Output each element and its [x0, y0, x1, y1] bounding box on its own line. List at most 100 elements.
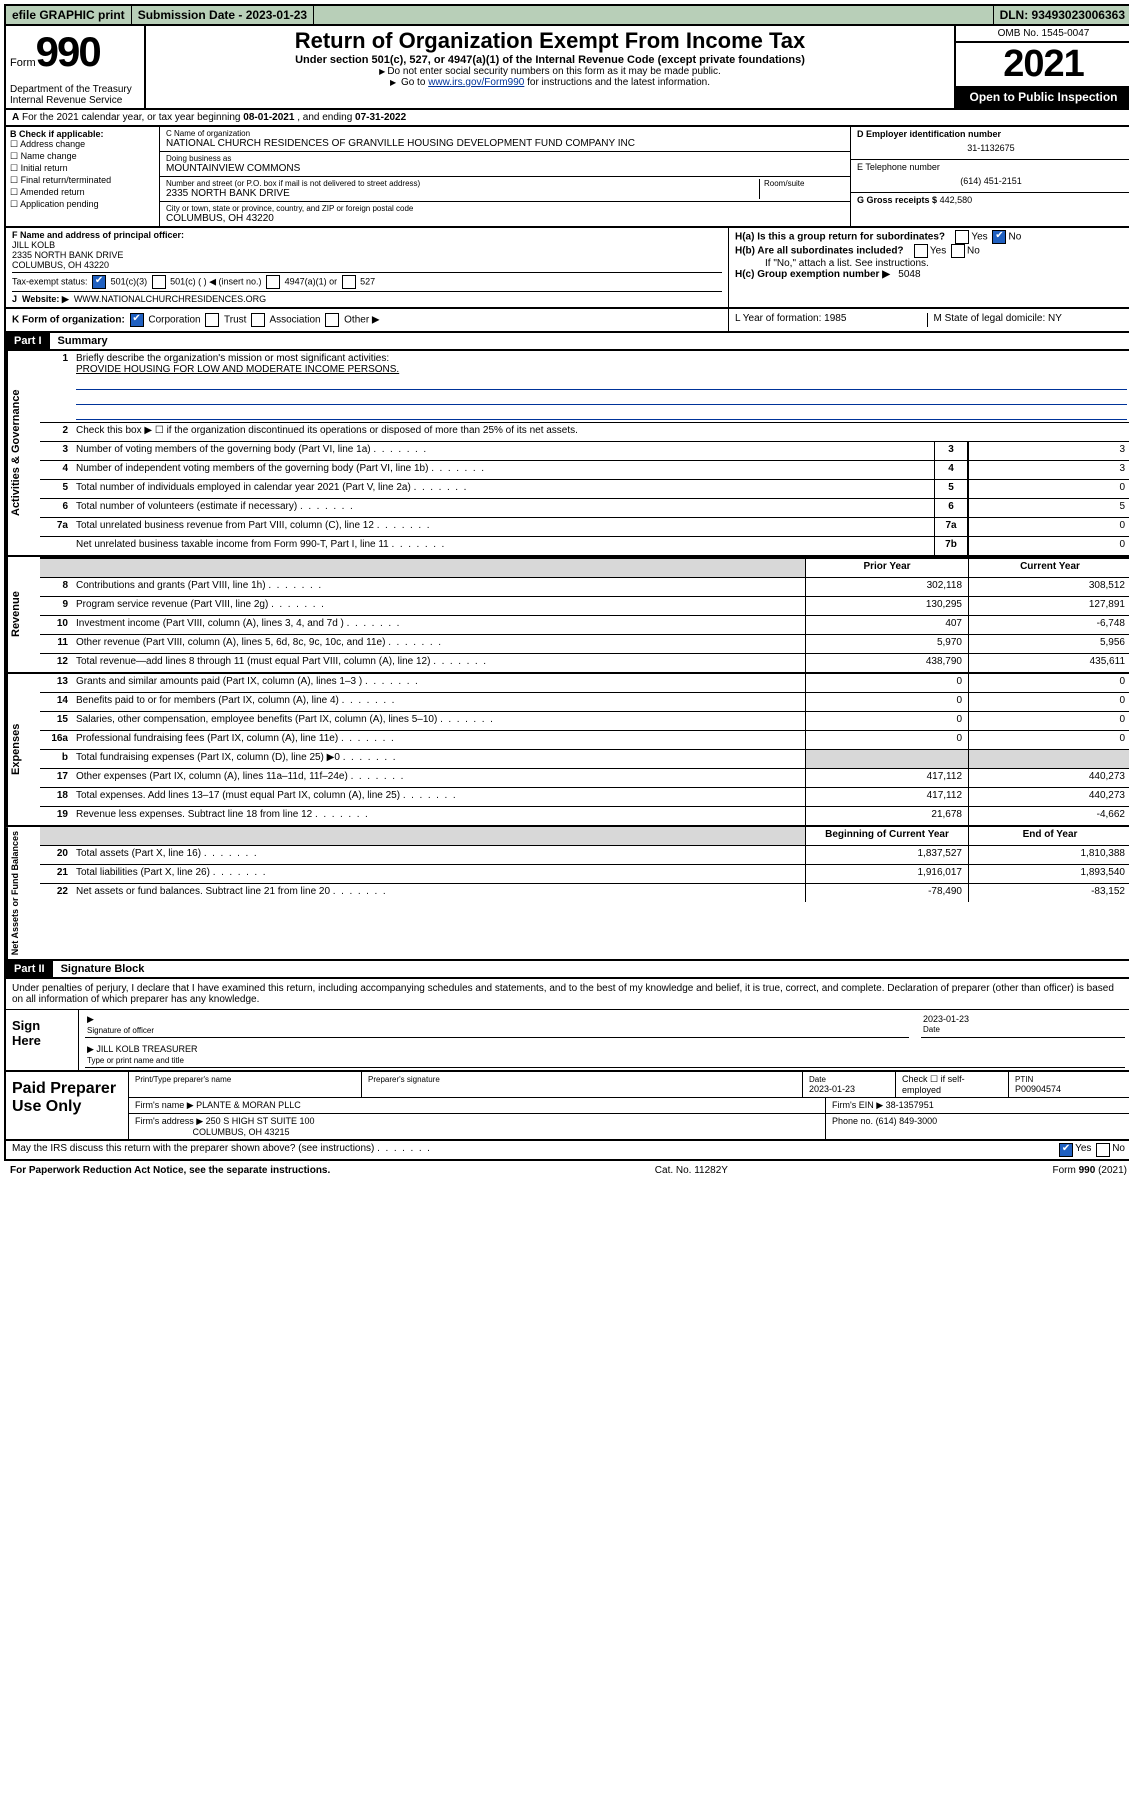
cb-pending[interactable]: ☐ Application pending [10, 199, 155, 210]
line-a: A For the 2021 calendar year, or tax yea… [4, 110, 1129, 127]
city-label: City or town, state or province, country… [166, 204, 844, 213]
header: Form990 Department of the Treasury Inter… [4, 26, 1129, 110]
discuss-yes[interactable]: ✔ [1059, 1143, 1073, 1157]
k-label: K Form of organization: [12, 315, 125, 326]
cb-initial[interactable]: ☐ Initial return [10, 163, 155, 174]
ein-row: D Employer identification number 31-1132… [851, 127, 1129, 160]
side-net: Net Assets or Fund Balances [6, 827, 40, 959]
name-label: C Name of organization [166, 129, 844, 138]
table-row: 21Total liabilities (Part X, line 26)1,9… [40, 865, 1129, 884]
footer-right: Form 990 (2021) [1053, 1165, 1127, 1176]
tax-year: 2021 [956, 43, 1129, 86]
dba-label: Doing business as [166, 154, 844, 163]
cb-corp[interactable]: ✔ [130, 313, 144, 327]
part1-title: Summary [50, 333, 116, 349]
ha-row: H(a) Is this a group return for subordin… [735, 230, 1125, 244]
rev-table: Revenue Prior Year Current Year 8Contrib… [4, 557, 1129, 674]
cb-other[interactable] [325, 313, 339, 327]
net-hdr: Beginning of Current Year End of Year [40, 827, 1129, 846]
col-d: D Employer identification number 31-1132… [851, 127, 1129, 226]
opt1: 501(c)(3) [111, 276, 148, 286]
discuss-no[interactable] [1096, 1143, 1110, 1157]
gov-table: Activities & Governance 1 Briefly descri… [4, 351, 1129, 557]
col-end: End of Year [968, 827, 1129, 845]
hc: H(c) Group exemption number ▶ [735, 269, 890, 280]
table-row: 16aProfessional fundraising fees (Part I… [40, 731, 1129, 750]
part1-hdr: Part I [6, 333, 50, 349]
dept: Department of the Treasury Internal Reve… [10, 76, 140, 106]
paid-preparer: Paid Preparer Use Only [6, 1072, 129, 1139]
sign-here-row: Sign Here ▶Signature of officer 2023-01-… [6, 1010, 1129, 1070]
self-emp-check[interactable]: Check ☐ if self-employed [896, 1072, 1009, 1097]
ha-no[interactable]: ✔ [992, 230, 1006, 244]
cb-final[interactable]: ☐ Final return/terminated [10, 175, 155, 186]
la-pre: For the 2021 calendar year, or tax year … [22, 112, 243, 123]
hb-yes[interactable] [914, 244, 928, 258]
cb-amended[interactable]: ☐ Amended return [10, 187, 155, 198]
l-year: L Year of formation: 1985 [735, 313, 928, 327]
la-end: 07-31-2022 [355, 112, 406, 123]
topbar: efile GRAPHIC print Submission Date - 20… [4, 4, 1129, 26]
preparer-block: Paid Preparer Use Only Print/Type prepar… [4, 1072, 1129, 1141]
hb-no[interactable] [951, 244, 965, 258]
table-row: 4Number of independent voting members of… [40, 461, 1129, 480]
cb-assoc[interactable] [251, 313, 265, 327]
note2-post: for instructions and the latest informat… [524, 77, 710, 88]
prep-row2: Firm's name ▶ PLANTE & MORAN PLLC Firm's… [129, 1098, 1129, 1114]
table-row: 7aTotal unrelated business revenue from … [40, 518, 1129, 537]
cb-4947[interactable] [266, 275, 280, 289]
ein-label: D Employer identification number [857, 129, 1125, 139]
mission: PROVIDE HOUSING FOR LOW AND MODERATE INC… [76, 364, 399, 375]
officer-addr: 2335 NORTH BANK DRIVE COLUMBUS, OH 43220 [12, 250, 722, 270]
table-row: 6Total number of volunteers (estimate if… [40, 499, 1129, 518]
org-name: NATIONAL CHURCH RESIDENCES OF GRANVILLE … [166, 138, 844, 149]
table-row: 8Contributions and grants (Part VIII, li… [40, 578, 1129, 597]
opt3: 4947(a)(1) or [285, 276, 338, 286]
city: COLUMBUS, OH 43220 [166, 213, 844, 224]
header-center: Return of Organization Exempt From Incom… [146, 26, 956, 108]
col-prior: Prior Year [805, 559, 968, 577]
cb-name[interactable]: ☐ Name change [10, 151, 155, 162]
form-id: Form990 Department of the Treasury Inter… [6, 26, 146, 108]
note2-pre: Go to [401, 77, 428, 88]
la-begin: 08-01-2021 [243, 112, 294, 123]
web-label: Website: ▶ [22, 294, 69, 304]
tax-label: Tax-exempt status: [12, 276, 88, 286]
part2-bar: Part II Signature Block [4, 961, 1129, 979]
part2-hdr: Part II [6, 961, 53, 977]
la-mid: , and ending [294, 112, 355, 123]
ein: 31-1132675 [857, 139, 1125, 157]
efile-label[interactable]: efile GRAPHIC print [6, 6, 132, 24]
hc-row: H(c) Group exemption number ▶ 5048 [735, 269, 1125, 280]
fgh-left: F Name and address of principal officer:… [6, 228, 729, 307]
col-beg: Beginning of Current Year [805, 827, 968, 845]
cb-501c[interactable] [152, 275, 166, 289]
cb-trust[interactable] [205, 313, 219, 327]
table-row: 20Total assets (Part X, line 16)1,837,52… [40, 846, 1129, 865]
gross-row: G Gross receipts $ 442,580 [851, 193, 1129, 207]
gross-label: G Gross receipts $ [857, 195, 937, 205]
irs-link[interactable]: www.irs.gov/Form990 [428, 77, 524, 88]
line-k: K Form of organization: ✔ Corporation Tr… [4, 309, 1129, 333]
form-subtitle: Under section 501(c), 527, or 4947(a)(1)… [150, 54, 950, 66]
opt4: 527 [360, 276, 375, 286]
side-exp: Expenses [6, 674, 40, 825]
m-state: M State of legal domicile: NY [928, 313, 1126, 327]
opt2: 501(c) ( ) ◀ (insert no.) [170, 276, 261, 286]
col-c: C Name of organization NATIONAL CHURCH R… [160, 127, 851, 226]
table-row: 11Other revenue (Part VIII, column (A), … [40, 635, 1129, 654]
sig-date: 2023-01-23Date [921, 1012, 1125, 1038]
discuss: May the IRS discuss this return with the… [12, 1143, 1057, 1157]
addr-row: Number and street (or P.O. box if mail i… [160, 177, 850, 202]
net-table: Net Assets or Fund Balances Beginning of… [4, 827, 1129, 961]
gross: 442,580 [940, 195, 973, 205]
ha-yes[interactable] [955, 230, 969, 244]
cb-501c3[interactable]: ✔ [92, 275, 106, 289]
part1-bar: Part I Summary [4, 333, 1129, 351]
cb-address[interactable]: ☐ Address change [10, 139, 155, 150]
cb-527[interactable] [342, 275, 356, 289]
table-row: 22Net assets or fund balances. Subtract … [40, 884, 1129, 902]
dba-row: Doing business as MOUNTAINVIEW COMMONS [160, 152, 850, 177]
tel-label: E Telephone number [857, 162, 1125, 172]
prep-row3: Firm's address ▶ 250 S HIGH ST SUITE 100… [129, 1114, 1129, 1139]
